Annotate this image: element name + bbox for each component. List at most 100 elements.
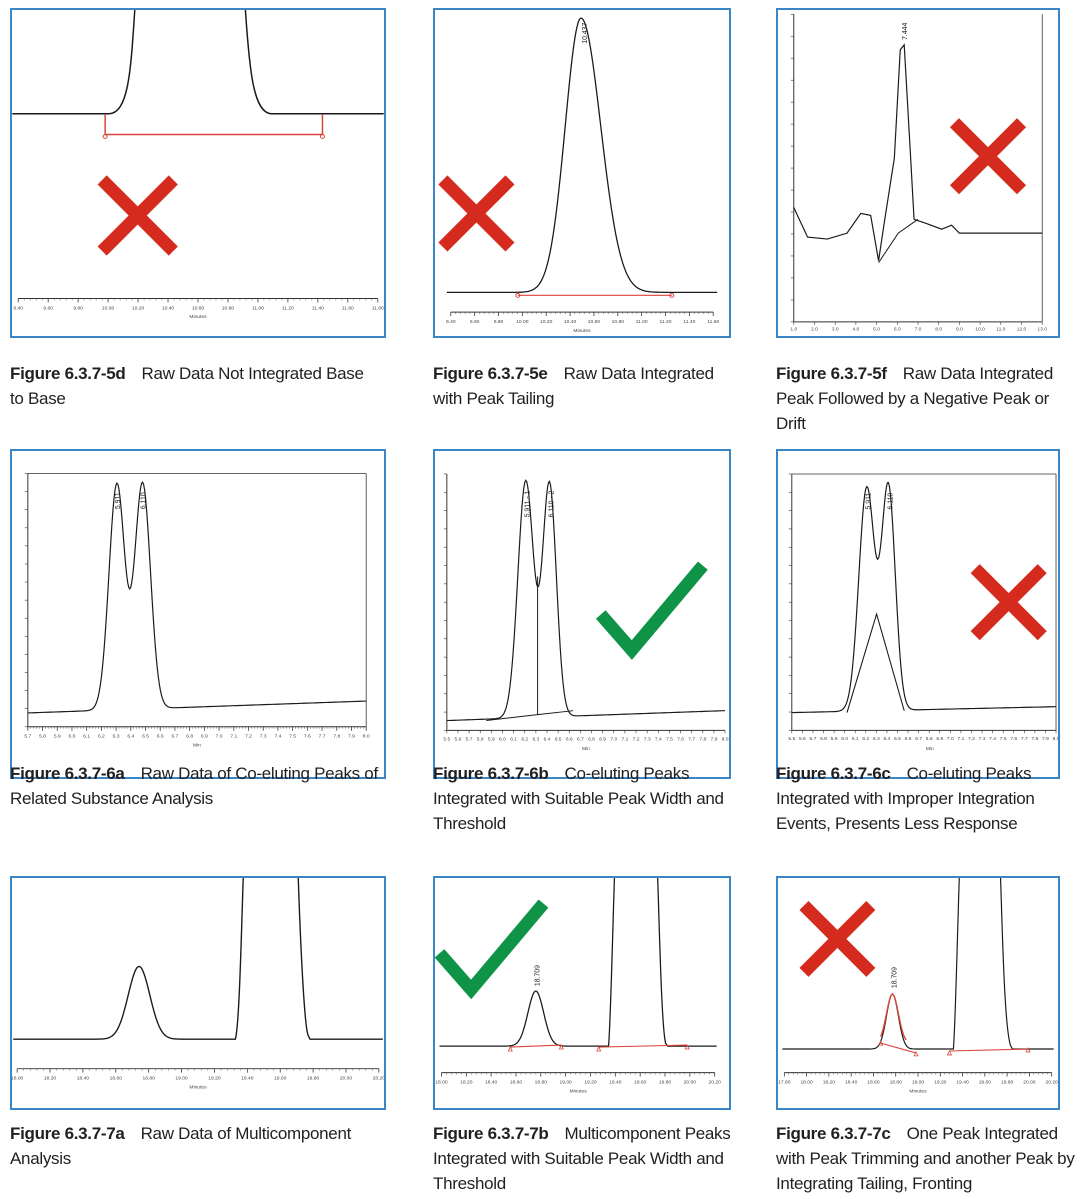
x-tick-label: 7.0 bbox=[216, 734, 223, 740]
x-tick-label: 6.9 bbox=[936, 736, 943, 742]
integration-marker bbox=[913, 1051, 919, 1057]
x-tick-label: 7.5 bbox=[289, 734, 296, 740]
x-tick-label: 12.0 bbox=[1017, 327, 1027, 333]
caption-label-5d: Figure 6.3.7-5d bbox=[10, 364, 126, 383]
green-check-mark bbox=[595, 561, 708, 660]
caption-label-7c: Figure 6.3.7-7c bbox=[776, 1124, 891, 1143]
caption-6c: Figure 6.3.7-6c Co-eluting Peaks Integrat… bbox=[776, 761, 1066, 836]
x-tick-label: 17.80 bbox=[778, 1079, 791, 1085]
x-tick-label: 7.8 bbox=[1031, 736, 1038, 742]
x-tick-label: 19.20 bbox=[584, 1079, 597, 1085]
trace-line bbox=[791, 481, 1057, 714]
x-tick-label: 7.8 bbox=[333, 734, 340, 740]
x-tick-label: 18.40 bbox=[845, 1079, 858, 1085]
caption-5e: Figure 6.3.7-5e Raw Data Integrated with … bbox=[433, 361, 733, 411]
x-tick-label: 6.7 bbox=[172, 734, 179, 740]
x-tick-label: 7.8 bbox=[699, 736, 706, 742]
caption-text-5d: Raw Data Not Integrated Base to Base bbox=[10, 364, 364, 408]
x-tick-label: 18.80 bbox=[535, 1079, 548, 1085]
caption-text-6a: Raw Data of Co-eluting Peaks of Related … bbox=[10, 764, 378, 808]
x-tick-label: 7.6 bbox=[304, 734, 311, 740]
x-tick-label: 7.4 bbox=[989, 736, 996, 742]
x-axis-label: Min bbox=[926, 746, 934, 752]
x-tick-label: 11.60 bbox=[707, 319, 719, 325]
x-tick-label: 1.0 bbox=[790, 327, 797, 333]
integration-baseline bbox=[949, 1048, 1029, 1052]
chart-5d: 9.40 9.60 9.80 10.00 10.20 10.40 10.60 10.80 11.… bbox=[12, 10, 384, 320]
green-check-mark bbox=[435, 899, 549, 1000]
x-axis-label: Minutes bbox=[569, 1088, 587, 1094]
integration-baseline bbox=[598, 1044, 688, 1048]
x-tick-label: 7.4 bbox=[655, 736, 662, 742]
caption-6b: Figure 6.3.7-6b Co-eluting Peaks Integrat… bbox=[433, 761, 733, 836]
trace-line bbox=[439, 878, 717, 1047]
x-tick-label: 10.80 bbox=[222, 305, 235, 311]
integration-marker bbox=[558, 1044, 564, 1050]
chart-panel-6b: 5.5 5.6 5.7 5.8 5.9 6.0 6.1 6.2 6.3 6.4 6.5 6.6 6.7 6… bbox=[433, 449, 731, 779]
x-tick-label: 5.9 bbox=[831, 736, 838, 742]
x-tick-label: 6.3 bbox=[532, 736, 539, 742]
x-tick-label: 11.60 bbox=[342, 305, 354, 311]
caption-7b: Figure 6.3.7-7b Multicomponent Peaks Inte… bbox=[433, 1121, 738, 1196]
integration-end-marker bbox=[320, 133, 325, 139]
x-axis-label: Minutes bbox=[909, 1088, 927, 1094]
x-tick-label: 8.0 bbox=[722, 736, 729, 742]
x-tick-label: 6.2 bbox=[862, 736, 869, 742]
x-tick-label: 10.20 bbox=[132, 305, 145, 311]
x-tick-label: 19.40 bbox=[241, 1075, 254, 1081]
integration-baseline bbox=[104, 114, 324, 136]
x-tick-label: 11.20 bbox=[282, 305, 294, 311]
peak-label: 18.709 bbox=[535, 965, 542, 986]
x-tick-label: 8.0 bbox=[935, 327, 942, 333]
x-tick-label: 6.0 bbox=[69, 734, 76, 740]
caption-text-5e: Raw Data Integrated with Peak Tailing bbox=[433, 364, 714, 408]
x-tick-label: 7.3 bbox=[260, 734, 267, 740]
integration-start-marker bbox=[102, 133, 108, 139]
x-tick-label: 9.40 bbox=[446, 319, 456, 325]
x-tick-label: 7.9 bbox=[711, 736, 718, 742]
x-tick-label: 19.00 bbox=[912, 1079, 925, 1085]
x-tick-label: 6.4 bbox=[884, 736, 891, 742]
trace-line bbox=[27, 481, 367, 714]
integration-marker bbox=[596, 1046, 602, 1052]
x-tick-label: 20.00 bbox=[1023, 1079, 1036, 1085]
x-tick-label: 5.8 bbox=[820, 736, 827, 742]
x-axis-label: Min bbox=[582, 746, 590, 752]
x-tick-label: 8.0 bbox=[1053, 736, 1058, 742]
trace-line bbox=[793, 43, 1043, 261]
x-tick-label: 20.20 bbox=[1046, 1079, 1058, 1085]
x-tick-label: 10.00 bbox=[102, 305, 115, 311]
peak-label: 6.110 bbox=[887, 493, 894, 510]
x-tick-label: 13.0 bbox=[1037, 327, 1047, 333]
x-tick-label: 5.9 bbox=[488, 736, 495, 742]
caption-label-6c: Figure 6.3.7-6c bbox=[776, 764, 891, 783]
x-tick-label: 7.7 bbox=[319, 734, 326, 740]
x-tick-label: 19.00 bbox=[560, 1079, 573, 1085]
peak-label: 5.911 bbox=[866, 493, 873, 510]
x-tick-label: 19.40 bbox=[956, 1079, 969, 1085]
x-tick-label: 6.2 bbox=[98, 734, 105, 740]
caption-text-7a: Raw Data of Multicomponent Analysis bbox=[10, 1124, 352, 1168]
x-tick-label: 7.9 bbox=[348, 734, 355, 740]
x-tick-label: 19.80 bbox=[307, 1075, 320, 1081]
x-tick-label: 7.7 bbox=[1021, 736, 1028, 742]
x-tick-label: 18.40 bbox=[77, 1075, 90, 1081]
x-tick-label: 5.8 bbox=[477, 736, 484, 742]
x-tick-label: 20.20 bbox=[373, 1075, 384, 1081]
x-tick-label: 19.60 bbox=[979, 1079, 992, 1085]
x-tick-label: 6.6 bbox=[566, 736, 573, 742]
x-tick-label: 6.4 bbox=[127, 734, 134, 740]
x-axis-label: Minutes bbox=[189, 1084, 207, 1090]
x-tick-label: 6.5 bbox=[555, 736, 562, 742]
peak-label: 10.437 bbox=[582, 23, 589, 44]
peak-label: 5.911 bbox=[115, 492, 122, 509]
x-tick-label: 6.4 bbox=[544, 736, 551, 742]
chart-7b: 18.00 18.20 18.40 18.60 18.80 19.00 19.20 19.40… bbox=[435, 878, 721, 1094]
trace-line bbox=[446, 17, 718, 294]
x-tick-label: 6.0 bbox=[499, 736, 506, 742]
chart-panel-7b: 18.00 18.20 18.40 18.60 18.80 19.00 19.20 19.40… bbox=[433, 876, 731, 1110]
trace-line bbox=[782, 878, 1054, 1050]
x-tick-label: 10.60 bbox=[192, 305, 205, 311]
caption-label-5f: Figure 6.3.7-5f bbox=[776, 364, 887, 383]
integration-marker bbox=[507, 1046, 513, 1052]
